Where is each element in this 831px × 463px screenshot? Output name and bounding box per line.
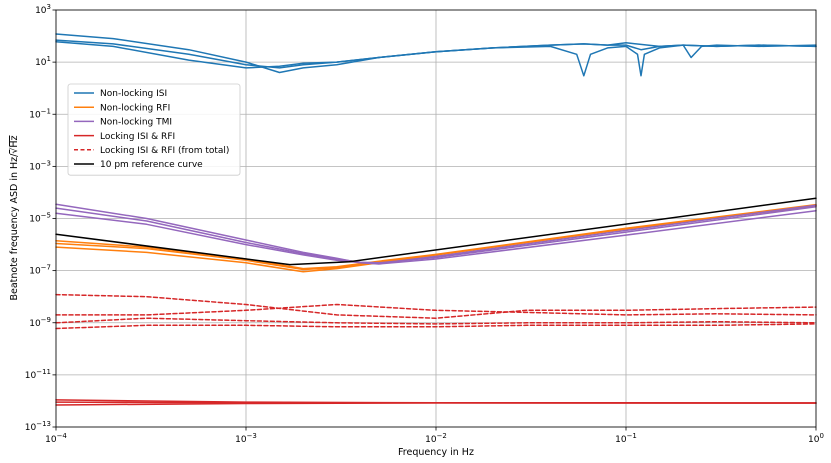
y-axis-label-sqrt: √Hz — [9, 135, 20, 153]
y-axis-label-main: Beatnote frequency ASD in Hz/ — [9, 153, 20, 301]
y-tick-label: 10−11 — [25, 368, 51, 381]
x-axis-label: Frequency in Hz — [398, 447, 474, 458]
legend-label: Locking ISI & RFI (from total) — [100, 146, 229, 156]
y-tick-label: 10−13 — [25, 420, 51, 433]
y-tick-exponent: −7 — [41, 264, 51, 272]
y-tick-exponent: −5 — [41, 212, 51, 220]
x-tick-base: 10 — [235, 435, 247, 445]
y-tick-exponent: −3 — [41, 159, 51, 167]
x-tick-label: 100 — [808, 432, 824, 445]
series-lines — [55, 33, 817, 406]
y-tick-base: 10 — [29, 319, 41, 329]
y-tick-base: 10 — [25, 423, 37, 433]
y-tick-base: 10 — [29, 162, 41, 172]
y-tick-base: 10 — [25, 371, 37, 381]
y-tick-label: 10−3 — [29, 159, 51, 172]
series-line — [55, 39, 817, 77]
x-tick-base: 10 — [808, 435, 820, 445]
y-tick-label: 10−7 — [29, 264, 51, 277]
series-line — [55, 303, 817, 316]
series-line — [55, 206, 817, 264]
y-tick-label: 10−1 — [29, 107, 51, 120]
x-tick-base: 10 — [425, 435, 437, 445]
y-tick-base: 10 — [35, 6, 47, 16]
x-tick-label: 10−1 — [615, 432, 637, 445]
x-tick-exponent: 0 — [819, 432, 823, 440]
legend-label: 10 pm reference curve — [100, 160, 203, 170]
y-tick-exponent: −9 — [41, 316, 51, 324]
series-line — [55, 41, 817, 69]
axis-ticks: 10−4 10−3 10−2 10−1 10010−1310−1110−910−710−… — [25, 3, 824, 445]
series-line — [55, 203, 817, 270]
y-tick-label: 10−9 — [29, 316, 51, 329]
x-tick-base: 10 — [45, 435, 57, 445]
x-tick-exponent: −2 — [437, 432, 447, 440]
y-tick-base: 10 — [29, 215, 41, 225]
x-tick-label: 10−2 — [425, 432, 447, 445]
series-line — [55, 197, 817, 266]
x-tick-label: 10−3 — [235, 432, 257, 445]
y-tick-exponent: 1 — [47, 55, 51, 63]
x-tick-base: 10 — [615, 435, 627, 445]
x-tick-label: 10−4 — [45, 432, 67, 445]
y-tick-base: 10 — [29, 110, 41, 120]
y-tick-label: 103 — [35, 3, 51, 16]
y-tick-exponent: −11 — [36, 368, 51, 376]
y-axis-label: Beatnote frequency ASD in Hz/√Hz — [9, 135, 20, 300]
y-tick-exponent: −1 — [41, 107, 51, 115]
legend-label: Non-locking TMI — [100, 118, 172, 128]
legend-label: Locking ISI & RFI — [100, 132, 175, 142]
legend-box — [67, 83, 241, 176]
x-tick-exponent: −4 — [57, 432, 68, 440]
series-line — [55, 323, 817, 330]
y-tick-base: 10 — [29, 267, 41, 277]
y-tick-exponent: 3 — [47, 3, 51, 11]
legend-label: Non-locking ISI — [100, 89, 167, 99]
x-tick-exponent: −1 — [627, 432, 637, 440]
legend: Non-locking ISI Non-locking RFI Non-lockin… — [67, 83, 241, 176]
y-tick-label: 10−5 — [29, 212, 51, 225]
series-line — [55, 293, 817, 319]
y-tick-base: 10 — [35, 58, 47, 68]
legend-label: Non-locking RFI — [100, 103, 170, 113]
series-line — [55, 317, 817, 325]
series-line — [55, 399, 817, 404]
y-tick-label: 101 — [35, 55, 51, 68]
x-tick-exponent: −3 — [247, 432, 257, 440]
y-tick-exponent: −13 — [36, 420, 51, 428]
